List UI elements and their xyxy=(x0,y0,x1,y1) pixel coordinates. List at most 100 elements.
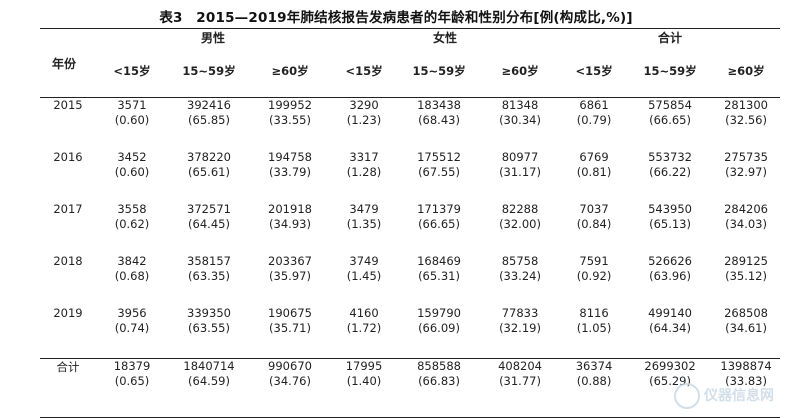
table-cell: 1398874 (33.83) xyxy=(712,359,780,418)
percent-share: (33.83) xyxy=(725,374,767,388)
table-cell: 190675 (35.71) xyxy=(250,306,330,359)
case-count: 284206 xyxy=(724,202,768,216)
percent-share: (33.24) xyxy=(499,269,541,283)
table-cell: 3479 (1.35) xyxy=(330,202,398,254)
percent-share: (63.96) xyxy=(649,269,691,283)
table-cell: 183438 (68.43) xyxy=(398,98,480,151)
case-count: 499140 xyxy=(648,306,692,320)
percent-share: (31.17) xyxy=(499,165,541,179)
table-cell: 275735 (32.97) xyxy=(712,150,780,202)
case-count: 190675 xyxy=(268,306,312,320)
table-cell: 8116 (1.05) xyxy=(560,306,628,359)
age-band-header: <15岁 xyxy=(345,64,383,78)
percent-share: (0.81) xyxy=(576,165,612,179)
table-cell: 1840714 (64.59) xyxy=(168,359,250,418)
table-cell: 18379 (0.65) xyxy=(96,359,168,418)
table-row: 2018 3842 (0.68) 358157 (63.35) 203367 (35.97)… xyxy=(40,254,780,306)
case-count: 171379 xyxy=(417,202,461,216)
case-count: 408204 xyxy=(498,359,542,373)
case-count: 183438 xyxy=(417,98,461,112)
table-cell: 81348 (30.34) xyxy=(480,98,560,151)
percent-share: (1.05) xyxy=(576,321,612,335)
case-count: 82288 xyxy=(501,202,539,216)
age-band-header: 15~59岁 xyxy=(643,64,697,78)
table-cell: 372571 (64.45) xyxy=(168,202,250,254)
table-cell: 168469 (65.31) xyxy=(398,254,480,306)
table-cell: 171379 (66.65) xyxy=(398,202,480,254)
percent-share: (64.34) xyxy=(649,321,691,335)
case-count: 81348 xyxy=(501,98,539,112)
table-cell: 289125 (35.12) xyxy=(712,254,780,306)
case-count: 372571 xyxy=(187,202,231,216)
age-band-header: 15~59岁 xyxy=(182,64,236,78)
percent-share: (68.43) xyxy=(418,113,460,127)
percent-share: (0.84) xyxy=(576,217,612,231)
table-cell: 3749 (1.45) xyxy=(330,254,398,306)
percent-share: (34.93) xyxy=(269,217,311,231)
table-cell: 339350 (63.55) xyxy=(168,306,250,359)
percent-share: (0.88) xyxy=(576,374,612,388)
percent-share: (33.79) xyxy=(269,165,311,179)
case-count: 36374 xyxy=(575,359,613,373)
case-count: 275735 xyxy=(724,150,768,164)
table-row: 2015 3571 (0.60) 392416 (65.85) 199952 (33.55)… xyxy=(40,98,780,151)
percent-share: (66.09) xyxy=(418,321,460,335)
case-count: 85758 xyxy=(501,254,539,268)
total-row: 合计 18379 (0.65) 1840714 (64.59) 990670 (34.76)… xyxy=(40,358,781,418)
percent-share: (65.31) xyxy=(418,269,460,283)
percent-share: (0.92) xyxy=(576,269,612,283)
case-count: 203367 xyxy=(268,254,312,268)
case-count: 392416 xyxy=(187,98,231,112)
watermark-logo-icon xyxy=(674,383,700,409)
percent-share: (1.45) xyxy=(346,269,382,283)
table-cell: 175512 (67.55) xyxy=(398,150,480,202)
percent-share: (1.23) xyxy=(346,113,382,127)
table-cell: 3290 (1.23) xyxy=(330,98,398,151)
table-cell: 268508 (34.61) xyxy=(712,306,780,359)
data-table: 年份 男性 女性 合计 <15岁 15~59岁 ≥60岁 <15岁 15~59岁 ≥60岁… xyxy=(40,28,781,418)
case-count: 268508 xyxy=(724,306,768,320)
case-count: 80977 xyxy=(501,150,539,164)
table-cell: 85758 (33.24) xyxy=(480,254,560,306)
table-cell: 575854 (66.65) xyxy=(628,98,712,151)
percent-share: (34.03) xyxy=(725,217,767,231)
percent-share: (33.55) xyxy=(269,113,311,127)
table-cell: 392416 (65.85) xyxy=(168,98,250,151)
percent-share: (66.65) xyxy=(649,113,691,127)
year-cell: 2019 xyxy=(53,306,83,320)
case-count: 3956 xyxy=(117,306,147,320)
case-count: 3452 xyxy=(117,150,147,164)
percent-share: (63.55) xyxy=(188,321,230,335)
case-count: 7037 xyxy=(579,202,609,216)
year-header: 年份 xyxy=(40,28,96,98)
case-count: 4160 xyxy=(349,306,379,320)
percent-share: (66.83) xyxy=(418,374,460,388)
percent-share: (1.28) xyxy=(346,165,382,179)
percent-share: (0.62) xyxy=(114,217,150,231)
table-cell: 159790 (66.09) xyxy=(398,306,480,359)
group-header-total: 合计 xyxy=(658,31,683,45)
table-cell: 553732 (66.22) xyxy=(628,150,712,202)
table-cell: 3558 (0.62) xyxy=(96,202,168,254)
percent-share: (65.61) xyxy=(188,165,230,179)
case-count: 858588 xyxy=(417,359,461,373)
case-count: 17995 xyxy=(345,359,383,373)
percent-share: (65.13) xyxy=(649,217,691,231)
percent-share: (32.97) xyxy=(725,165,767,179)
percent-share: (1.35) xyxy=(346,217,382,231)
table-cell: 3571 (0.60) xyxy=(96,98,168,151)
case-count: 168469 xyxy=(417,254,461,268)
table-cell: 17995 (1.40) xyxy=(330,359,398,418)
table-cell: 526626 (63.96) xyxy=(628,254,712,306)
age-band-header: ≥60岁 xyxy=(501,64,539,78)
case-count: 575854 xyxy=(648,98,692,112)
table-cell: 201918 (34.93) xyxy=(250,202,330,254)
table-row: 2016 3452 (0.60) 378220 (65.61) 194758 (33.79)… xyxy=(40,150,780,202)
percent-share: (35.12) xyxy=(725,269,767,283)
table-cell: 3317 (1.28) xyxy=(330,150,398,202)
case-count: 77833 xyxy=(501,306,539,320)
case-count: 339350 xyxy=(187,306,231,320)
watermark-text: 仪器信息网 xyxy=(704,388,774,404)
year-cell: 2018 xyxy=(53,254,83,268)
percent-share: (65.85) xyxy=(188,113,230,127)
